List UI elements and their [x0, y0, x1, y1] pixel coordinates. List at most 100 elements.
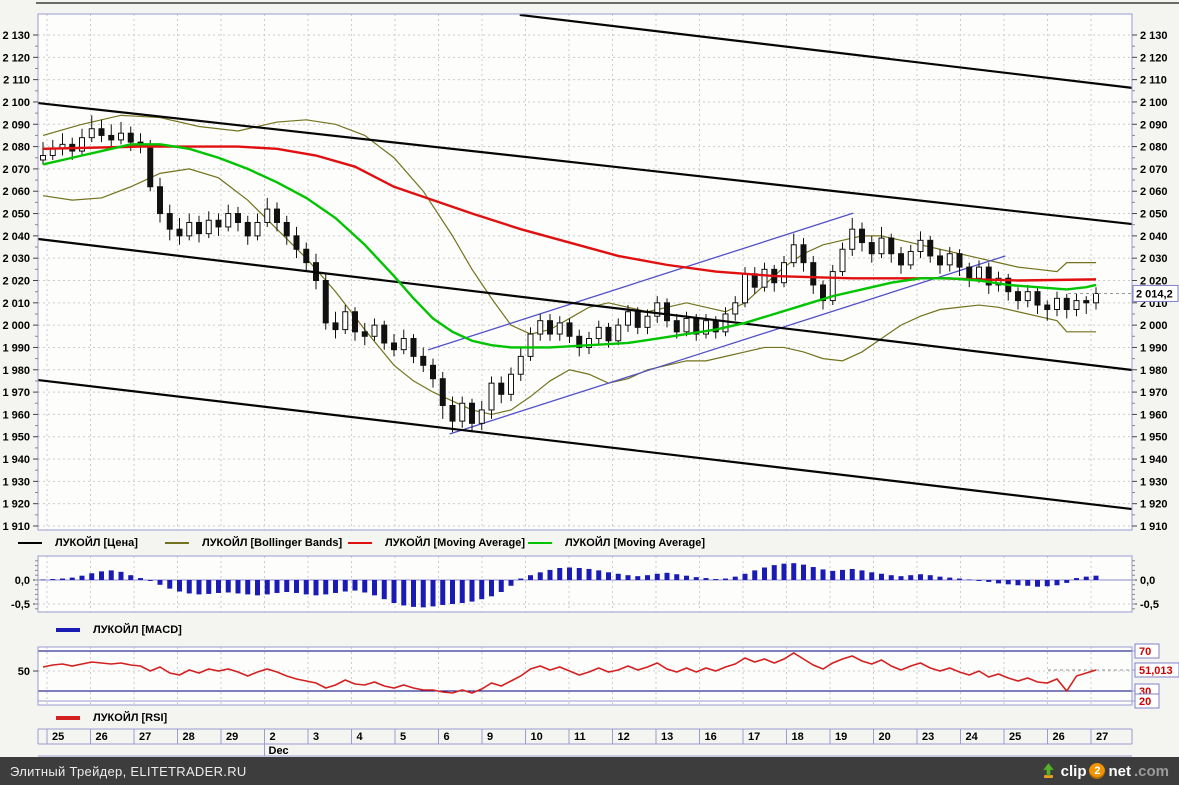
svg-text:1 960: 1 960 — [2, 409, 30, 421]
svg-text:1 970: 1 970 — [2, 387, 30, 399]
svg-text:1 920: 1 920 — [1140, 499, 1168, 511]
macd-legend: ЛУКОЙЛ [MACD] — [56, 623, 182, 637]
status-bar: Элитный Трейдер, ELITETRADER.RU clip 2 n… — [0, 757, 1179, 785]
svg-text:2 060: 2 060 — [2, 186, 30, 198]
svg-text:1 990: 1 990 — [1140, 342, 1168, 354]
svg-text:0,0: 0,0 — [15, 575, 30, 587]
ascending-trendline — [427, 212, 854, 351]
svg-text:2 080: 2 080 — [2, 142, 30, 154]
price-panel[interactable]: 2 130 2 130 2 120 2 120 2 110 2 110 2 100 2 100… — [2, 13, 1179, 533]
macd-line-swatch-icon — [56, 628, 80, 632]
rsi-value-badge — [1134, 643, 1160, 659]
svg-text:27: 27 — [139, 731, 151, 743]
moving-average-red-line — [42, 145, 1097, 282]
svg-text:2 090: 2 090 — [2, 119, 30, 131]
current-price-badge — [1132, 284, 1179, 302]
svg-text:4: 4 — [357, 731, 364, 743]
svg-text:Dec: Dec — [269, 745, 289, 757]
legend-item-price: ЛУКОЙЛ [Цена] — [18, 536, 138, 550]
window-top-divider — [36, 2, 1179, 4]
logo-text-com: .com — [1133, 762, 1169, 780]
svg-text:2 110: 2 110 — [3, 75, 30, 87]
svg-text:2 030: 2 030 — [1140, 253, 1168, 265]
legend-label: ЛУКОЙЛ [RSI] — [93, 712, 168, 724]
svg-text:1 940: 1 940 — [1140, 454, 1168, 466]
macd-panel[interactable]: 0,0 0,0 -0,5 -0,5 — [11, 555, 1159, 613]
svg-text:1 990: 1 990 — [2, 342, 30, 354]
svg-text:2 120: 2 120 — [1140, 52, 1168, 64]
svg-text:16: 16 — [705, 731, 717, 743]
clip2net-logo: clip 2 net .com — [1040, 763, 1169, 780]
svg-text:2 060: 2 060 — [1140, 186, 1168, 198]
legend-item-ma-red: ЛУКОЙЛ [Moving Average] — [348, 536, 525, 550]
bollinger-line-swatch-icon — [165, 542, 189, 544]
candlestick-series — [40, 115, 1099, 433]
svg-text:2 100: 2 100 — [1140, 97, 1168, 109]
svg-text:2 010: 2 010 — [2, 298, 30, 310]
svg-text:1 960: 1 960 — [1140, 409, 1168, 421]
svg-text:2 120: 2 120 — [2, 52, 30, 64]
svg-text:12: 12 — [618, 731, 630, 743]
svg-text:26: 26 — [1053, 731, 1065, 743]
svg-text:19: 19 — [835, 731, 847, 743]
rsi-value-badge — [1134, 693, 1160, 709]
svg-text:0,0: 0,0 — [1140, 575, 1155, 587]
svg-text:2 130: 2 130 — [2, 30, 30, 42]
rsi-line-swatch-icon — [56, 716, 80, 720]
svg-text:26: 26 — [96, 731, 108, 743]
legend-label: ЛУКОЙЛ [Moving Average] — [565, 537, 705, 549]
svg-text:2 070: 2 070 — [2, 164, 30, 176]
svg-text:29: 29 — [226, 731, 238, 743]
svg-text:2 110: 2 110 — [1140, 75, 1167, 87]
svg-text:1 910: 1 910 — [2, 521, 30, 533]
svg-text:2 130: 2 130 — [1140, 30, 1168, 42]
legend-label: ЛУКОЙЛ [MACD] — [93, 624, 182, 636]
svg-text:1 950: 1 950 — [2, 432, 30, 444]
svg-text:20: 20 — [879, 731, 891, 743]
svg-text:9: 9 — [487, 731, 493, 743]
chart-canvas[interactable]: 2 130 2 130 2 120 2 120 2 110 2 110 2 100 2 10 0… — [0, 0, 1179, 757]
svg-text:1 980: 1 980 — [2, 365, 30, 377]
svg-text:2 040: 2 040 — [1140, 231, 1168, 243]
svg-text:25: 25 — [52, 731, 64, 743]
svg-text:2 000: 2 000 — [1140, 320, 1168, 332]
watermark-caption: Элитный Трейдер, ELITETRADER.RU — [10, 763, 247, 779]
svg-text:50: 50 — [18, 666, 30, 678]
logo-text-clip: clip — [1060, 762, 1087, 780]
descending-trendline — [38, 101, 1133, 226]
moving-average-green-line — [42, 143, 1097, 349]
green-ma-swatch-icon — [528, 542, 552, 544]
svg-text:5: 5 — [400, 731, 406, 743]
svg-text:2: 2 — [270, 731, 276, 743]
svg-text:51,013: 51,013 — [1139, 665, 1173, 677]
rsi-legend: ЛУКОЙЛ [RSI] — [56, 711, 167, 725]
svg-text:11: 11 — [574, 731, 586, 743]
svg-text:2 090: 2 090 — [1140, 119, 1168, 131]
legend-label: ЛУКОЙЛ [Bollinger Bands] — [202, 537, 343, 549]
legend-item-bollinger: ЛУКОЙЛ [Bollinger Bands] — [165, 536, 342, 550]
svg-text:3: 3 — [313, 731, 319, 743]
svg-text:-0,5: -0,5 — [11, 599, 30, 611]
price-line-swatch-icon — [18, 542, 42, 544]
svg-text:-0,5: -0,5 — [1140, 599, 1159, 611]
svg-text:1 950: 1 950 — [1140, 432, 1168, 444]
svg-text:2 020: 2 020 — [1140, 276, 1168, 288]
svg-text:1 940: 1 940 — [2, 454, 30, 466]
svg-text:10: 10 — [531, 731, 543, 743]
svg-text:70: 70 — [1139, 646, 1151, 658]
svg-text:2 070: 2 070 — [1140, 164, 1168, 176]
svg-text:1 930: 1 930 — [1140, 476, 1168, 488]
descending-trendline — [37, 378, 1133, 511]
svg-text:24: 24 — [966, 731, 979, 743]
svg-text:2 080: 2 080 — [1140, 142, 1168, 154]
svg-text:17: 17 — [748, 731, 760, 743]
svg-text:2 050: 2 050 — [1140, 209, 1168, 221]
svg-text:2 020: 2 020 — [2, 276, 30, 288]
svg-text:2 040: 2 040 — [2, 231, 30, 243]
svg-text:1 930: 1 930 — [2, 476, 30, 488]
descending-trendline — [519, 13, 1133, 89]
rsi-line — [42, 652, 1097, 694]
date-axis: 25 26 27 28 29 2 3 4 5 6 9 10 11 12 13 16 17 18 19 20 23 24 25… — [37, 728, 1133, 757]
